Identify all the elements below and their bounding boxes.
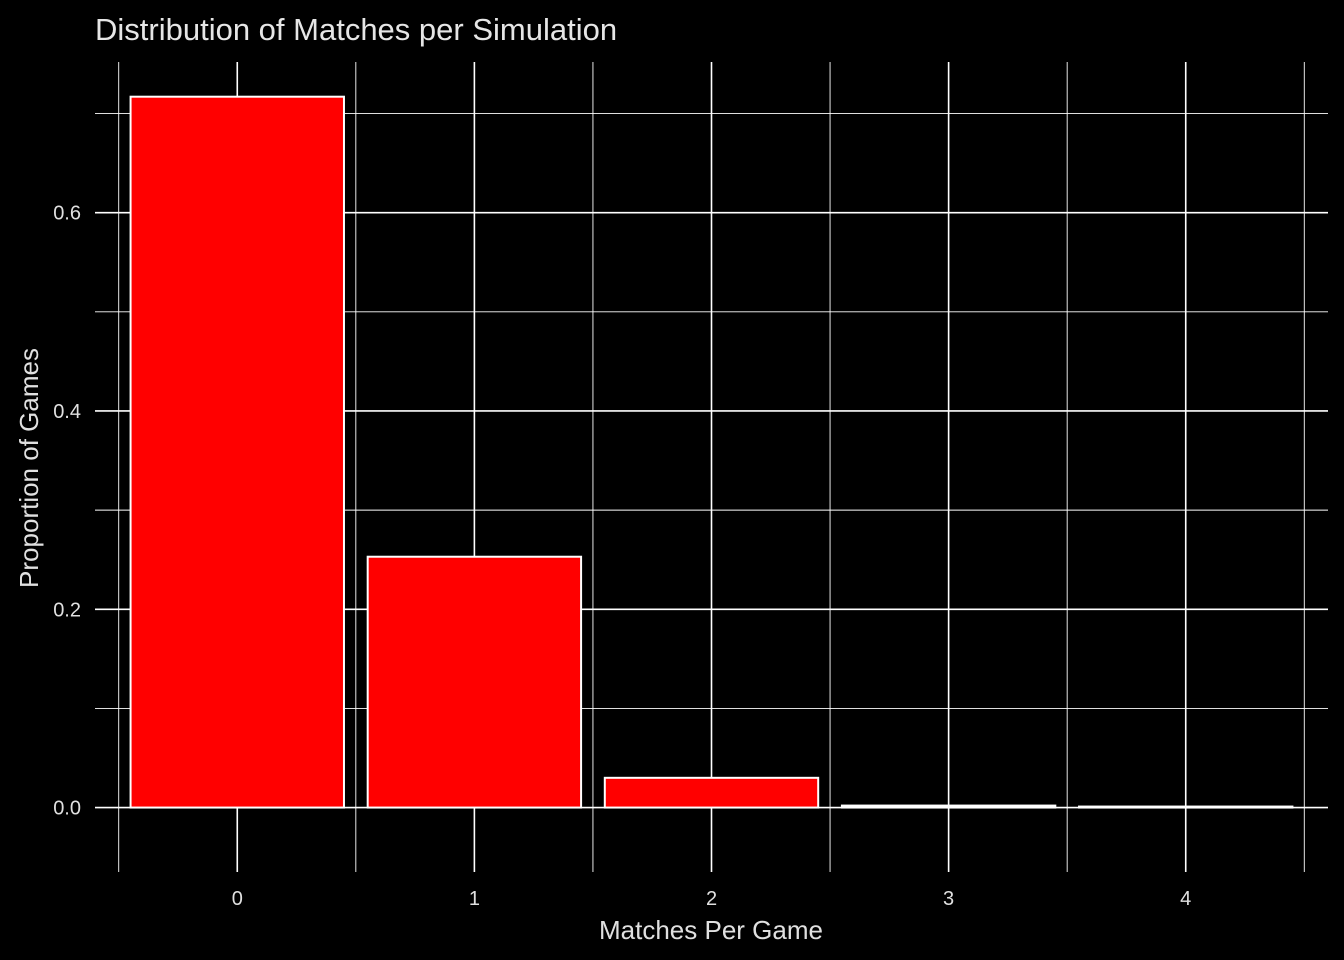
x-tick-label: 3 xyxy=(943,888,954,910)
x-tick-label: 0 xyxy=(232,888,243,910)
y-tick-label: 0.6 xyxy=(53,203,81,225)
chart-title: Distribution of Matches per Simulation xyxy=(95,12,617,47)
y-tick-label: 0.0 xyxy=(53,798,81,820)
y-axis-label: Proportion of Games xyxy=(14,348,44,588)
y-tick-labels: 0.0 0.2 0.4 0.6 xyxy=(53,203,81,820)
x-axis-label: Matches Per Game xyxy=(599,915,823,945)
bar xyxy=(603,776,820,809)
x-tick-label: 1 xyxy=(469,888,480,910)
bar xyxy=(1078,805,1294,809)
bar xyxy=(366,555,583,809)
bar xyxy=(840,804,1057,809)
y-tick-label: 0.2 xyxy=(53,599,81,621)
bar xyxy=(129,95,345,809)
x-tick-labels: 0 1 2 3 4 xyxy=(232,888,1192,910)
x-tick-label: 2 xyxy=(706,888,717,910)
x-tick-label: 4 xyxy=(1180,888,1191,910)
y-tick-label: 0.4 xyxy=(53,401,81,423)
bars xyxy=(129,95,1294,809)
